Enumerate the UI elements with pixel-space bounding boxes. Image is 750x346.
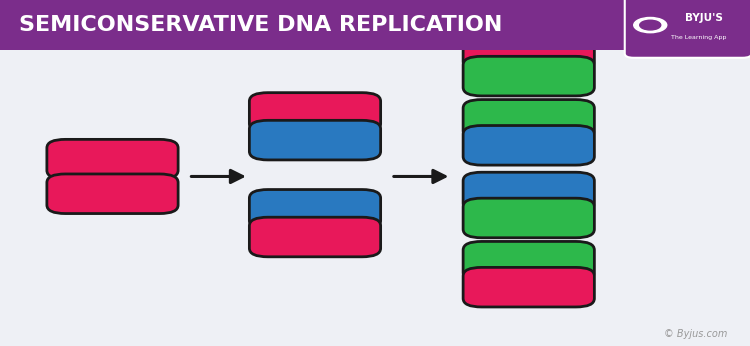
FancyBboxPatch shape: [249, 93, 381, 132]
FancyBboxPatch shape: [249, 190, 381, 229]
FancyBboxPatch shape: [463, 267, 594, 307]
FancyBboxPatch shape: [463, 100, 594, 139]
FancyBboxPatch shape: [249, 120, 381, 160]
Circle shape: [640, 20, 661, 30]
Text: SEMICONSERVATIVE DNA REPLICATION: SEMICONSERVATIVE DNA REPLICATION: [19, 15, 502, 35]
Text: The Learning App: The Learning App: [671, 35, 727, 40]
FancyBboxPatch shape: [46, 139, 178, 179]
FancyBboxPatch shape: [463, 56, 594, 96]
FancyBboxPatch shape: [463, 198, 594, 238]
FancyBboxPatch shape: [463, 242, 594, 281]
FancyBboxPatch shape: [625, 0, 750, 58]
FancyBboxPatch shape: [463, 30, 594, 70]
FancyBboxPatch shape: [463, 172, 594, 212]
FancyBboxPatch shape: [463, 126, 594, 165]
FancyBboxPatch shape: [249, 217, 381, 257]
FancyBboxPatch shape: [46, 174, 178, 213]
Text: BYJU'S: BYJU'S: [685, 13, 723, 23]
FancyBboxPatch shape: [0, 0, 750, 50]
Text: © Byjus.com: © Byjus.com: [664, 329, 728, 339]
Circle shape: [634, 17, 667, 33]
